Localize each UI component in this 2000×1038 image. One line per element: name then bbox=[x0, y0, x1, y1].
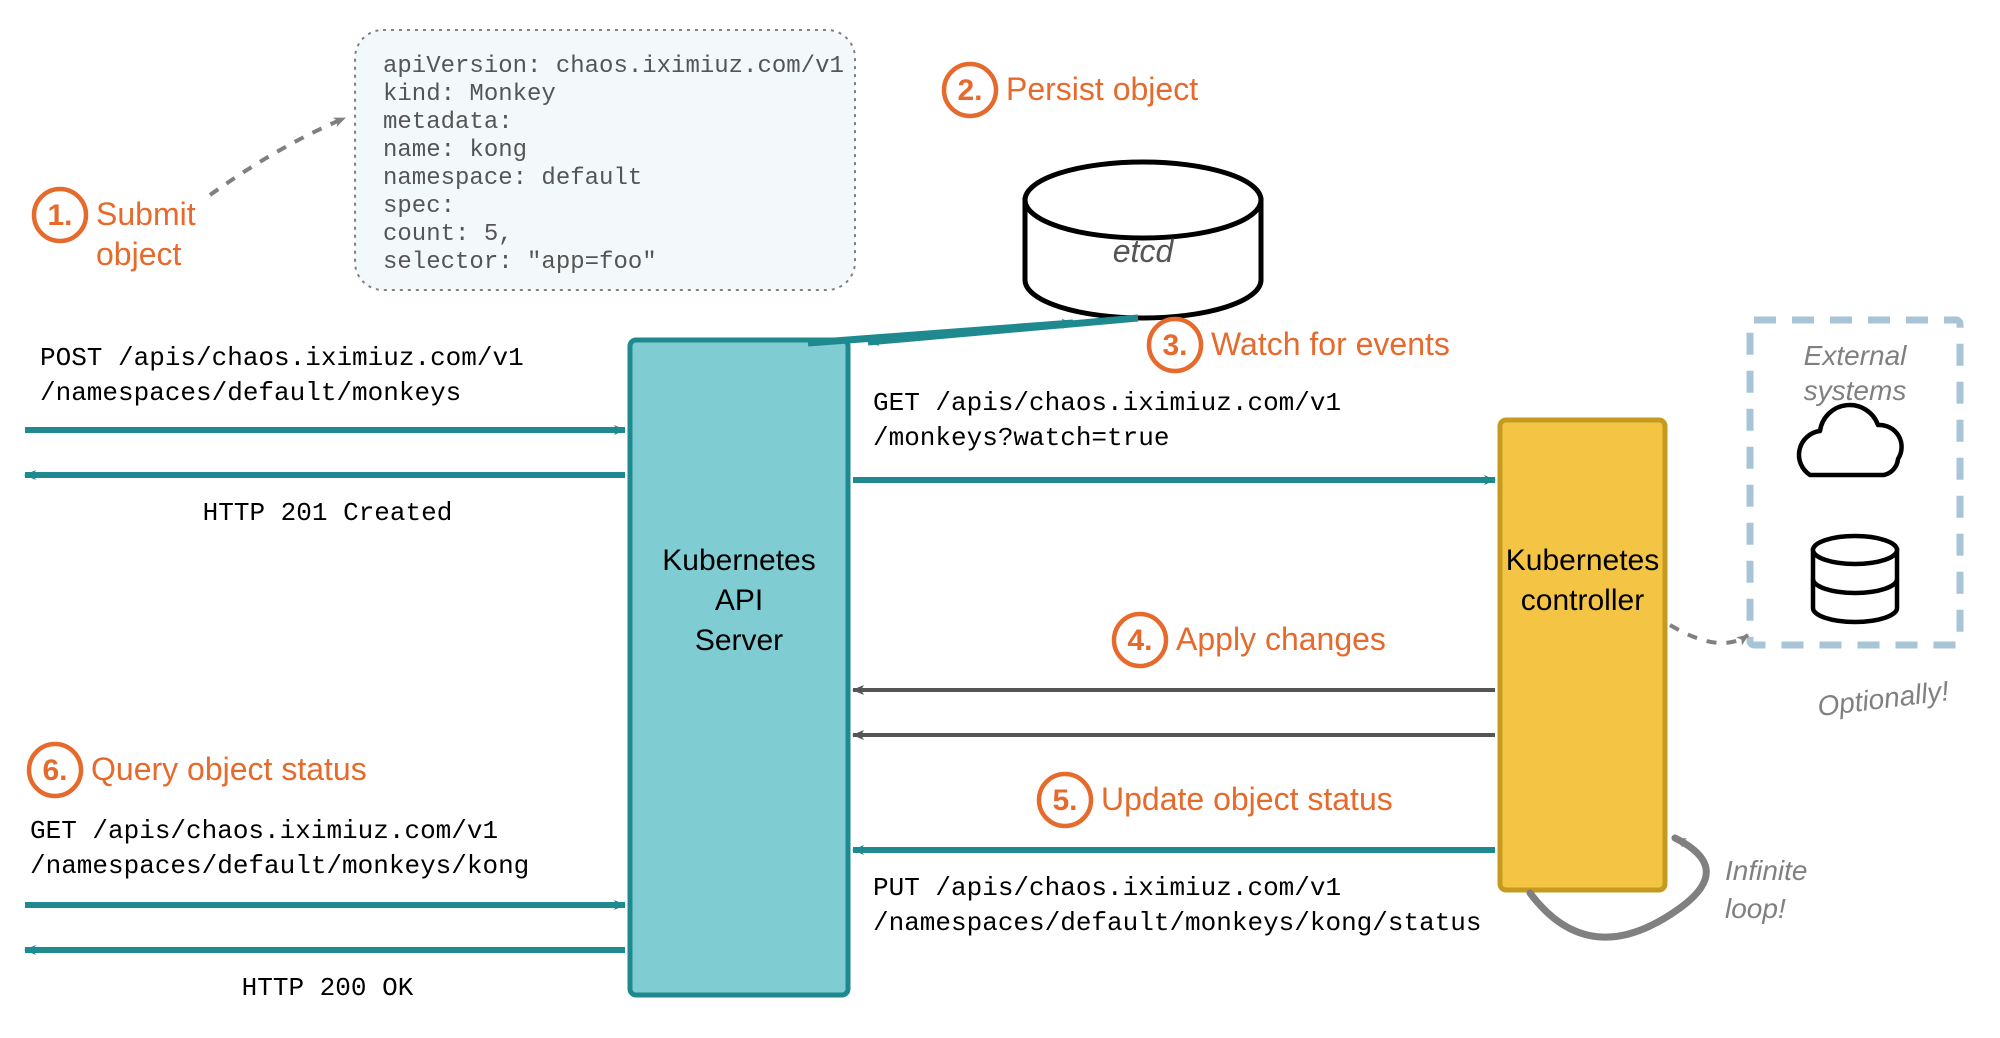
step-1-label-0: Submit bbox=[96, 196, 196, 232]
step-3-num: 3. bbox=[1162, 329, 1187, 362]
etcd-cylinder-top bbox=[1025, 162, 1261, 238]
loop-note-1: Infinite bbox=[1725, 855, 1808, 886]
api-server-box bbox=[630, 340, 848, 995]
post-line-1: POST /apis/chaos.iximiuz.com/v1 bbox=[40, 343, 524, 373]
step-2-num: 2. bbox=[957, 74, 982, 107]
controller-label-1: Kubernetes bbox=[1506, 544, 1659, 577]
step-1-num: 1. bbox=[47, 199, 72, 232]
yaml-line: namespace: default bbox=[383, 165, 642, 192]
yaml-line: spec: bbox=[383, 193, 455, 220]
resp200-text: HTTP 200 OK bbox=[242, 973, 414, 1003]
yaml-line: kind: Monkey bbox=[383, 81, 556, 108]
external-title-2: systems bbox=[1804, 375, 1907, 406]
api-server-label-1: Kubernetes bbox=[662, 544, 815, 577]
yaml-line: metadata: bbox=[383, 109, 513, 136]
controller-box bbox=[1500, 420, 1665, 890]
get-status-line-1: GET /apis/chaos.iximiuz.com/v1 bbox=[30, 816, 498, 846]
post-line-2: /namespaces/default/monkeys bbox=[40, 378, 461, 408]
step-4-label-0: Apply changes bbox=[1176, 621, 1386, 657]
api-server-label-3: Server bbox=[695, 624, 783, 657]
external-title-1: External bbox=[1804, 340, 1907, 371]
controller-label-2: controller bbox=[1521, 584, 1644, 617]
yaml-line: apiVersion: chaos.iximiuz.com/v1 bbox=[383, 53, 844, 80]
api-server-label-2: API bbox=[715, 584, 763, 617]
get-status-line-2: /namespaces/default/monkeys/kong bbox=[30, 851, 529, 881]
put-line-2: /namespaces/default/monkeys/kong/status bbox=[873, 908, 1482, 938]
step-1-label-1: object bbox=[96, 236, 182, 272]
yaml-line: name: kong bbox=[383, 137, 527, 164]
resp201-text: HTTP 201 Created bbox=[203, 498, 453, 528]
step-4-num: 4. bbox=[1127, 624, 1152, 657]
get-watch-line-2: /monkeys?watch=true bbox=[873, 423, 1169, 453]
loop-note-2: loop! bbox=[1725, 893, 1786, 924]
step-6-label-0: Query object status bbox=[91, 751, 367, 787]
put-line-1: PUT /apis/chaos.iximiuz.com/v1 bbox=[873, 873, 1341, 903]
step-6-num: 6. bbox=[42, 754, 67, 787]
etcd-label: etcd bbox=[1113, 233, 1175, 269]
step-2-label-0: Persist object bbox=[1006, 71, 1198, 107]
database-icon-top bbox=[1813, 536, 1897, 564]
yaml-line: selector: "app=foo" bbox=[383, 249, 657, 276]
step-3-label-0: Watch for events bbox=[1211, 326, 1450, 362]
step-5-num: 5. bbox=[1052, 784, 1077, 817]
get-watch-line-1: GET /apis/chaos.iximiuz.com/v1 bbox=[873, 388, 1341, 418]
yaml-line: count: 5, bbox=[383, 221, 513, 248]
step-5-label-0: Update object status bbox=[1101, 781, 1393, 817]
